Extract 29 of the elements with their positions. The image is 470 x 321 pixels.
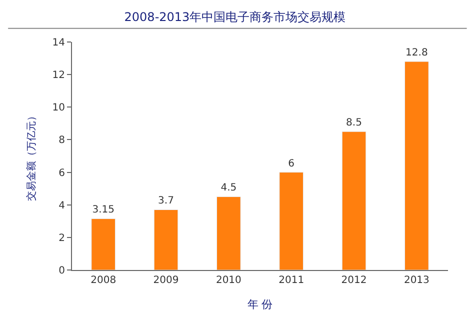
data-label: 12.8 [406,48,428,59]
bar [91,218,116,270]
x-tick-label: 2011 [278,275,304,286]
x-tick-label: 2009 [153,275,179,286]
data-label: 3.7 [158,196,174,207]
data-label: 3.15 [92,204,114,216]
x-tick-label: 2008 [90,275,116,286]
y-tick-label: 2 [58,232,65,244]
bar [404,61,429,270]
y-tick-label: 6 [58,168,65,179]
y-axis-title: 交易金额（万亿元） [25,111,38,201]
data-label: 6 [288,158,295,170]
data-label: 4.5 [220,182,237,194]
y-tick-label: 10 [52,102,65,114]
chart-title: 2008-2013年中国电子商务市场交易规模 [124,10,346,24]
y-tick-label: 4 [58,200,65,212]
x-tick-label: 2010 [216,275,242,286]
bar [216,196,241,270]
bar [154,209,178,270]
x-tick-label: 2012 [341,275,367,286]
bar [279,172,304,270]
data-label: 8.5 [346,118,362,129]
x-tick-label: 2013 [404,275,430,286]
y-tick-label: 14 [52,38,65,48]
x-axis-title: 年 份 [247,298,273,312]
bar [342,131,366,270]
y-tick-label: 8 [58,135,65,146]
y-tick-label: 0 [58,266,65,276]
y-tick-label: 12 [52,70,65,82]
